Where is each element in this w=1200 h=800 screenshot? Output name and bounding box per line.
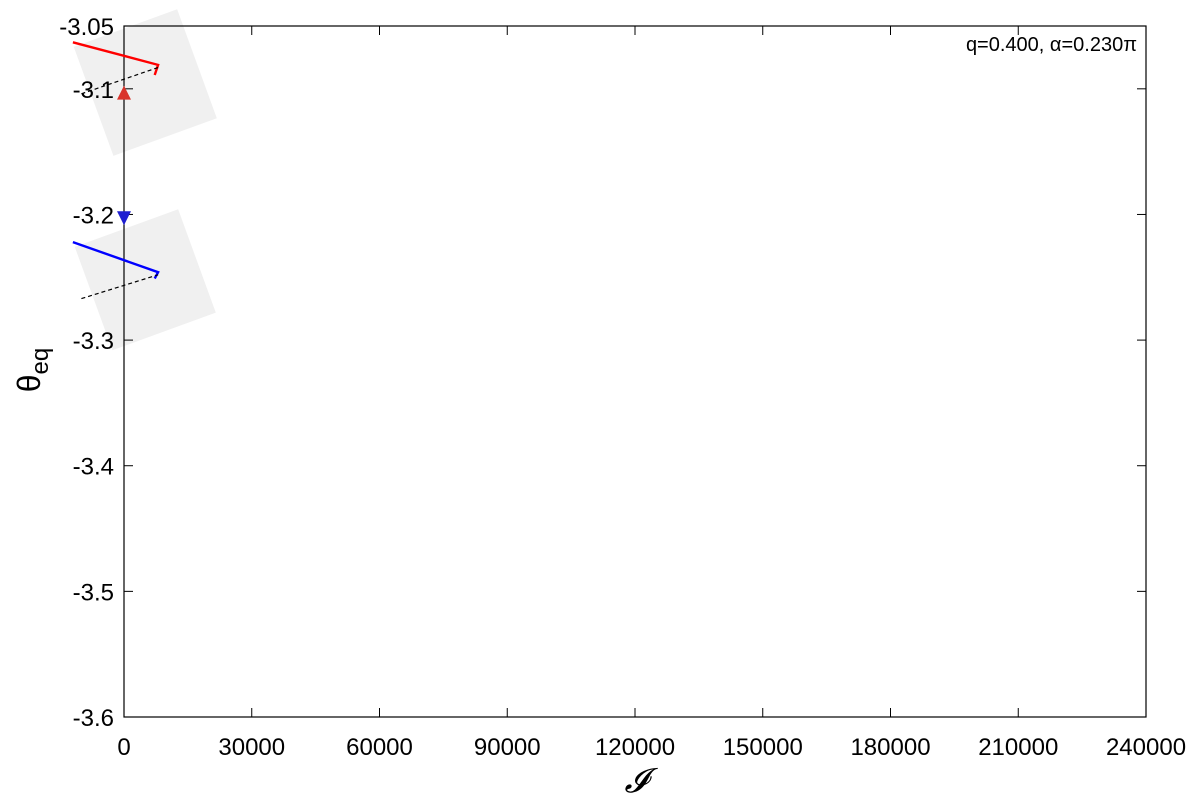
marker-triangle-down	[117, 211, 131, 226]
y-tick-label: -3.3	[73, 328, 114, 355]
shaded-region-1	[74, 209, 216, 351]
x-tick-label: 150000	[723, 734, 803, 761]
y-tick-label: -3.4	[73, 454, 114, 481]
y-tick-label: -3.6	[73, 705, 114, 732]
x-tick-label: 0	[117, 734, 130, 761]
y-axis-label: θeq	[11, 348, 54, 393]
y-tick-label: -3.5	[73, 579, 114, 606]
x-tick-label: 90000	[474, 734, 541, 761]
annotation-text: q=0.400, α=0.230π	[966, 34, 1137, 56]
y-axis-label-sub: eq	[27, 348, 54, 375]
series-line-0	[72, 41, 160, 76]
y-tick-label: -3.1	[73, 77, 114, 104]
y-axis-label-main: θ	[11, 374, 47, 392]
series-layer	[72, 41, 160, 300]
y-tick-label: -3.2	[73, 202, 114, 229]
tick-labels: 0 30000 60000 90000 120000 150000 180000 210000…	[59, 14, 1186, 761]
axes	[123, 25, 1147, 718]
series-line-3	[81, 274, 159, 300]
shaded-region-0	[73, 9, 217, 156]
y-tick-label: -3.05	[59, 14, 114, 41]
x-tick-label: 30000	[218, 734, 285, 761]
x-tick-label: 210000	[978, 734, 1058, 761]
plot-frame	[123, 25, 1147, 718]
marker-triangle-up	[117, 85, 131, 100]
shading-layer	[73, 9, 217, 351]
series-line-2	[72, 240, 160, 280]
x-tick-label: 240000	[1106, 734, 1186, 761]
x-tick-label: 120000	[595, 734, 675, 761]
x-tick-label: 180000	[850, 734, 930, 761]
x-axis-label: 𝓘	[625, 763, 659, 800]
marker-layer	[117, 85, 131, 226]
x-tick-label: 60000	[346, 734, 413, 761]
